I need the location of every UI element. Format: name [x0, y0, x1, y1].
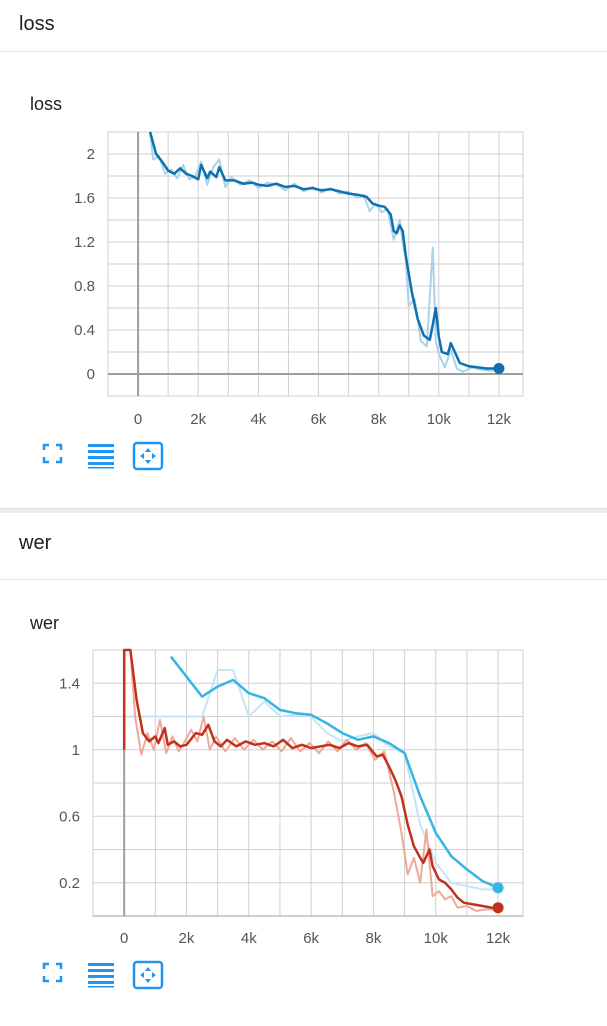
loss-chart: 0 2k 4k 6k 8k 10k 12k 0 0.4 0.8 1.2 1.6 2 [74, 131, 524, 428]
x-tick-label: 2k [179, 930, 195, 947]
plot-frame [107, 131, 524, 397]
y-tick-label: 0.4 [74, 322, 95, 339]
x-tick-label: 10k [427, 411, 452, 428]
series-raw-line [124, 669, 499, 891]
series-raw-line [149, 131, 500, 373]
fullscreen-button[interactable] [40, 441, 70, 471]
x-tick-label: 6k [303, 930, 319, 947]
fullscreen-icon [42, 962, 63, 983]
section-title: loss [19, 13, 55, 35]
x-tick-label: 12k [486, 930, 511, 947]
x-tick-label: 10k [424, 930, 449, 947]
series-line [148, 131, 499, 370]
fit-domain-icon [132, 441, 164, 471]
section-divider [0, 508, 607, 513]
card-title-wer: wer [30, 613, 60, 633]
series-line [169, 655, 499, 889]
y-tick-label: 0.6 [59, 808, 80, 825]
section-title: wer [19, 532, 52, 554]
fullscreen-icon [42, 443, 63, 464]
series-line [122, 648, 499, 909]
data-table-icon [88, 963, 114, 988]
data-table-button[interactable] [86, 960, 116, 990]
data-table-button[interactable] [86, 441, 116, 471]
fit-domain-button[interactable] [132, 441, 164, 471]
section-header-loss[interactable]: loss [0, 0, 607, 52]
y-tick-label: 1 [72, 742, 80, 759]
wer-chart: 0 2k 4k 6k 8k 10k 12k 0.2 0.6 1 1.4 [59, 648, 524, 947]
data-table-icon [88, 444, 114, 469]
series-raw-line [129, 649, 499, 912]
x-tick-label: 6k [311, 411, 327, 428]
section-header-wer[interactable]: wer [0, 514, 607, 580]
x-tick-label: 0 [120, 930, 128, 947]
series-end-point [493, 363, 505, 374]
x-tick-label: 4k [241, 930, 257, 947]
x-tick-label: 4k [250, 411, 266, 428]
x-tick-label: 0 [134, 411, 142, 428]
y-tick-label: 0.8 [74, 278, 95, 295]
wer-chart-toolbar [40, 960, 180, 990]
loss-chart-toolbar [40, 441, 180, 471]
series-end-point [492, 882, 504, 894]
x-tick-label: 2k [190, 411, 206, 428]
card-title-loss: loss [30, 94, 63, 114]
y-tick-label: 0 [87, 366, 95, 383]
y-tick-label: 2 [87, 146, 95, 163]
y-tick-label: 1.4 [59, 675, 80, 692]
x-tick-label: 8k [371, 411, 387, 428]
x-tick-label: 12k [487, 411, 512, 428]
y-tick-label: 1.6 [74, 190, 95, 207]
y-tick-label: 1.2 [74, 234, 95, 251]
fit-domain-button[interactable] [132, 960, 164, 990]
fit-domain-icon [132, 960, 164, 990]
fullscreen-button[interactable] [40, 960, 70, 990]
series-end-point [492, 902, 504, 914]
y-tick-label: 0.2 [59, 875, 80, 892]
x-tick-label: 8k [366, 930, 382, 947]
